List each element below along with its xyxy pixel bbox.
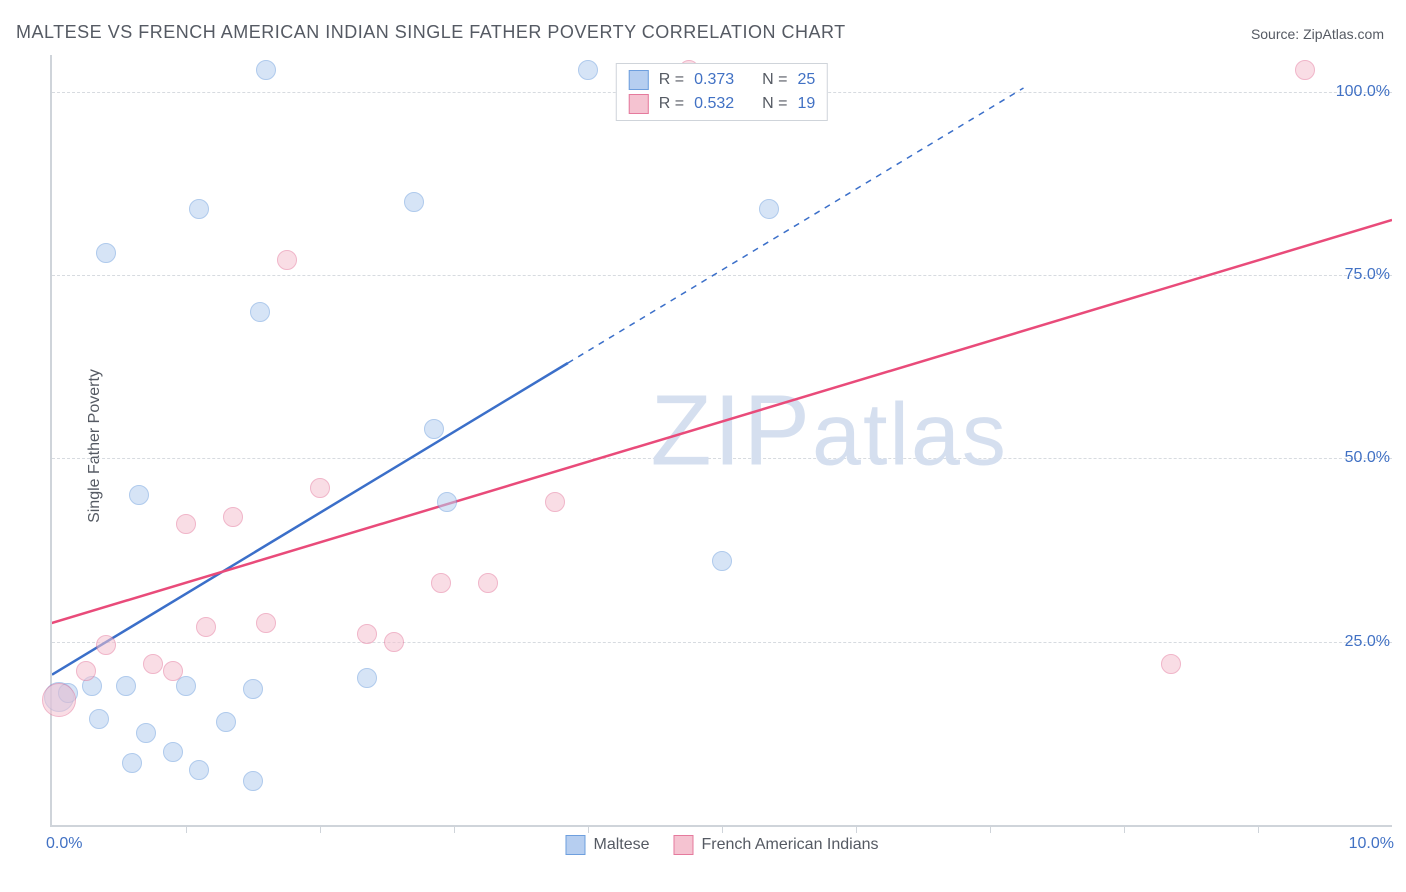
r-value-french: 0.532 [694, 95, 746, 113]
scatter-point-french [277, 250, 297, 270]
y-tick-label: 75.0% [1345, 266, 1394, 284]
scatter-point-french [1295, 60, 1315, 80]
grid-line [52, 275, 1392, 276]
scatter-point-french [76, 661, 96, 681]
n-label: N = [762, 95, 787, 113]
scatter-point-maltese [437, 492, 457, 512]
plot-area: ZIPatlas R = 0.373 N = 25 R = 0.532 N = … [50, 55, 1392, 827]
r-label: R = [659, 95, 684, 113]
scatter-point-maltese [759, 199, 779, 219]
r-label: R = [659, 71, 684, 89]
x-axis-start-label: 0.0% [46, 835, 82, 853]
chart-container: MALTESE VS FRENCH AMERICAN INDIAN SINGLE… [0, 0, 1406, 892]
scatter-point-maltese [189, 760, 209, 780]
x-tick [454, 825, 455, 833]
swatch-french [674, 835, 694, 855]
scatter-point-french [96, 635, 116, 655]
source-attribution: Source: ZipAtlas.com [1251, 26, 1384, 42]
scatter-point-maltese [129, 485, 149, 505]
legend-correlation-box: R = 0.373 N = 25 R = 0.532 N = 19 [616, 63, 828, 121]
scatter-point-maltese [189, 199, 209, 219]
scatter-point-french [1161, 654, 1181, 674]
scatter-point-maltese [424, 419, 444, 439]
swatch-maltese [565, 835, 585, 855]
x-tick [1124, 825, 1125, 833]
scatter-point-maltese [404, 192, 424, 212]
swatch-french [629, 94, 649, 114]
n-value-maltese: 25 [797, 71, 815, 89]
scatter-point-maltese [243, 771, 263, 791]
scatter-point-french [256, 613, 276, 633]
chart-title: MALTESE VS FRENCH AMERICAN INDIAN SINGLE… [16, 22, 846, 43]
scatter-point-maltese [243, 679, 263, 699]
scatter-point-maltese [163, 742, 183, 762]
scatter-point-french [143, 654, 163, 674]
y-tick-label: 50.0% [1345, 449, 1394, 467]
grid-line [52, 642, 1392, 643]
legend-label-french: French American Indians [702, 836, 879, 854]
legend-label-maltese: Maltese [593, 836, 649, 854]
x-tick [990, 825, 991, 833]
scatter-point-maltese [256, 60, 276, 80]
y-tick-label: 25.0% [1345, 633, 1394, 651]
scatter-point-french [42, 683, 76, 717]
scatter-point-french [545, 492, 565, 512]
scatter-point-french [310, 478, 330, 498]
scatter-point-maltese [357, 668, 377, 688]
scatter-point-maltese [96, 243, 116, 263]
x-tick [186, 825, 187, 833]
scatter-point-french [357, 624, 377, 644]
legend-item-maltese: Maltese [565, 835, 649, 855]
x-tick [722, 825, 723, 833]
legend-series: Maltese French American Indians [565, 835, 878, 855]
scatter-point-french [176, 514, 196, 534]
trend-line-maltese [52, 363, 568, 675]
legend-row-french: R = 0.532 N = 19 [629, 92, 815, 116]
scatter-point-french [196, 617, 216, 637]
source-name: ZipAtlas.com [1303, 26, 1384, 42]
scatter-point-french [384, 632, 404, 652]
x-tick [320, 825, 321, 833]
n-label: N = [762, 71, 787, 89]
legend-item-french: French American Indians [674, 835, 879, 855]
scatter-point-maltese [578, 60, 598, 80]
n-value-french: 19 [797, 95, 815, 113]
scatter-point-french [223, 507, 243, 527]
watermark: ZIPatlas [650, 373, 1007, 488]
x-axis-end-label: 10.0% [1349, 835, 1394, 853]
x-tick [588, 825, 589, 833]
scatter-point-maltese [712, 551, 732, 571]
swatch-maltese [629, 70, 649, 90]
scatter-point-maltese [122, 753, 142, 773]
scatter-point-maltese [116, 676, 136, 696]
scatter-point-maltese [250, 302, 270, 322]
x-tick [1258, 825, 1259, 833]
r-value-maltese: 0.373 [694, 71, 746, 89]
scatter-point-french [431, 573, 451, 593]
scatter-point-french [163, 661, 183, 681]
scatter-point-maltese [216, 712, 236, 732]
scatter-point-maltese [89, 709, 109, 729]
scatter-point-maltese [136, 723, 156, 743]
legend-row-maltese: R = 0.373 N = 25 [629, 68, 815, 92]
y-tick-label: 100.0% [1336, 83, 1394, 101]
scatter-point-french [478, 573, 498, 593]
x-tick [856, 825, 857, 833]
source-prefix: Source: [1251, 26, 1303, 42]
trend-line-dashed-maltese [568, 88, 1024, 363]
